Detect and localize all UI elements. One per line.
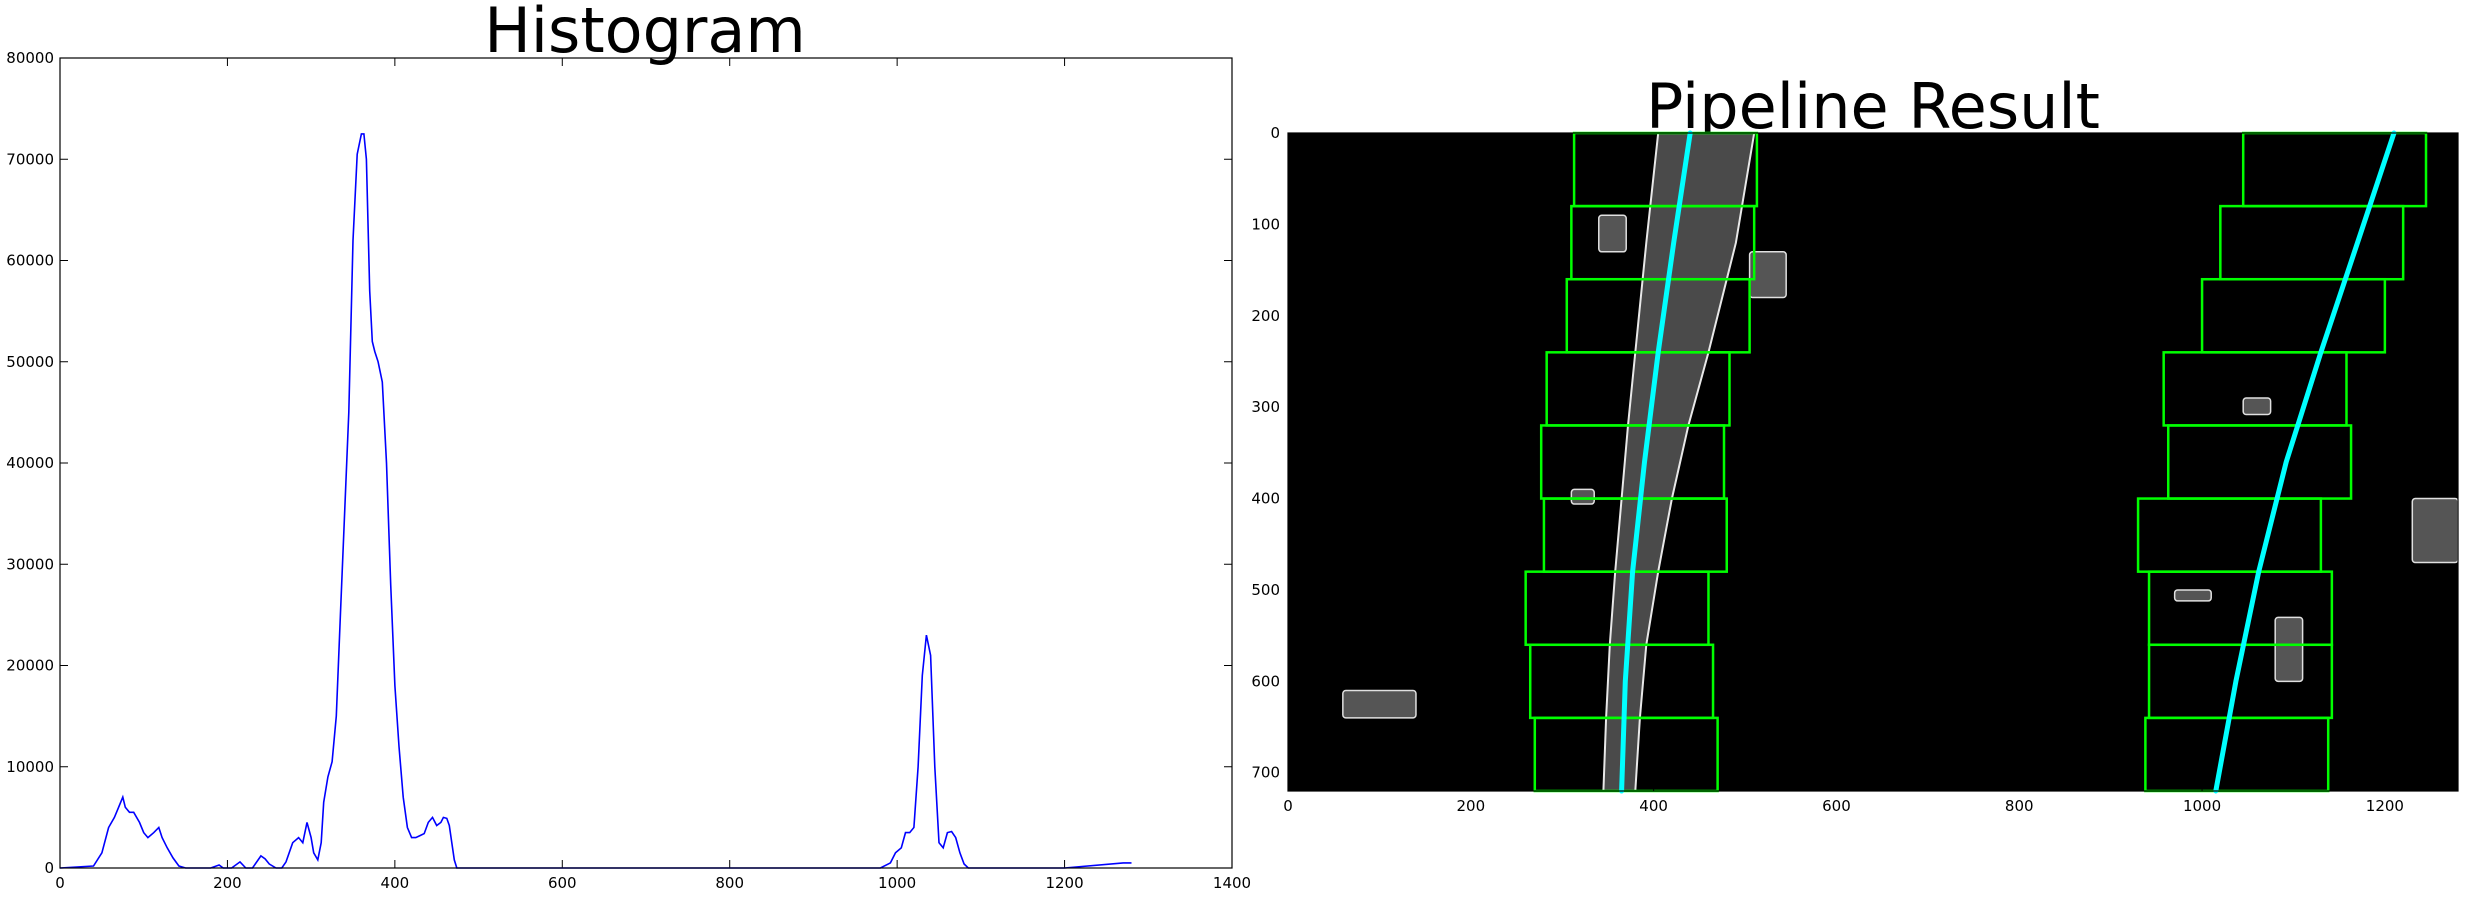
histogram-y-tick-label: 70000 <box>6 150 54 168</box>
right-lane-fit-line <box>2213 130 2397 794</box>
histogram-x-tick-label: 0 <box>55 874 65 892</box>
histogram-y-tick-label: 80000 <box>6 49 54 67</box>
histogram-axes: 0 200 400 600 800 1000 1200 1400 0 10000 20000 3000… <box>6 49 1251 892</box>
pipeline-x-tick-label: 400 <box>1639 797 1668 815</box>
histogram-y-tick-label: 0 <box>44 859 54 877</box>
pipeline-image-background <box>1288 133 2458 791</box>
detected-pixel-blob <box>1598 214 1627 253</box>
pipeline-x-tick-label: 600 <box>1822 797 1851 815</box>
histogram-title: Histogram <box>484 0 806 67</box>
detected-pixel-blob <box>2274 616 2304 683</box>
histogram-x-tick-label: 800 <box>715 874 744 892</box>
pipeline-y-tick-label: 100 <box>1251 215 1280 233</box>
pipeline-y-tick-label: 300 <box>1251 398 1280 416</box>
left-lane-fit-line <box>1619 130 1693 794</box>
pipeline-y-tick-label: 600 <box>1251 672 1280 690</box>
pipeline-x-tick-label: 0 <box>1283 797 1293 815</box>
pipeline-x-tick-label: 200 <box>1456 797 1485 815</box>
pipeline-axes: 0 200 400 600 800 1000 1200 0 100 200 300 400 500 600… <box>1251 124 2404 815</box>
pipeline-y-tick-label: 0 <box>1270 124 1280 142</box>
histogram-x-tick-label: 1400 <box>1213 874 1251 892</box>
histogram-plot-frame <box>59 57 1233 869</box>
histogram-series-line <box>59 133 1132 869</box>
pipeline-y-tick-label: 700 <box>1251 764 1280 782</box>
detected-pixel-blob <box>2173 589 2212 602</box>
histogram-y-tick-label: 10000 <box>6 758 54 776</box>
pipeline-plot-frame <box>1287 132 2459 792</box>
histogram-x-tick-label: 400 <box>381 874 410 892</box>
pipeline-x-tick-label: 800 <box>2005 797 2034 815</box>
histogram-x-tick-label: 1200 <box>1045 874 1083 892</box>
histogram-x-tick-label: 200 <box>213 874 242 892</box>
histogram-chart: Histogram 0 200 400 600 800 1000 1200 1400 0 1000… <box>6 0 1251 892</box>
histogram-y-tick-label: 30000 <box>6 555 54 573</box>
pipeline-x-tick-label: 1000 <box>2183 797 2221 815</box>
histogram-y-tick-label: 50000 <box>6 353 54 371</box>
histogram-y-tick-label: 40000 <box>6 454 54 472</box>
histogram-x-tick-label: 1000 <box>878 874 916 892</box>
histogram-x-tick-label: 600 <box>548 874 577 892</box>
pipeline-result-chart: Pipeline Result 0 200 400 600 800 1000 1200 0 10… <box>1251 70 2459 815</box>
histogram-y-tick-label: 60000 <box>6 252 54 270</box>
detected-pixel-blob <box>1570 488 1595 505</box>
detected-pixel-blob <box>2411 497 2459 564</box>
detected-pixel-blob <box>1748 251 1787 299</box>
pipeline-title: Pipeline Result <box>1646 70 2100 143</box>
pipeline-y-tick-label: 500 <box>1251 581 1280 599</box>
pipeline-y-tick-label: 200 <box>1251 307 1280 325</box>
pipeline-x-tick-label: 1200 <box>2366 797 2404 815</box>
detected-pixel-blob <box>1342 689 1417 719</box>
detected-pixel-blob <box>2242 397 2272 416</box>
pipeline-y-tick-label: 400 <box>1251 490 1280 508</box>
histogram-y-tick-label: 20000 <box>6 657 54 675</box>
